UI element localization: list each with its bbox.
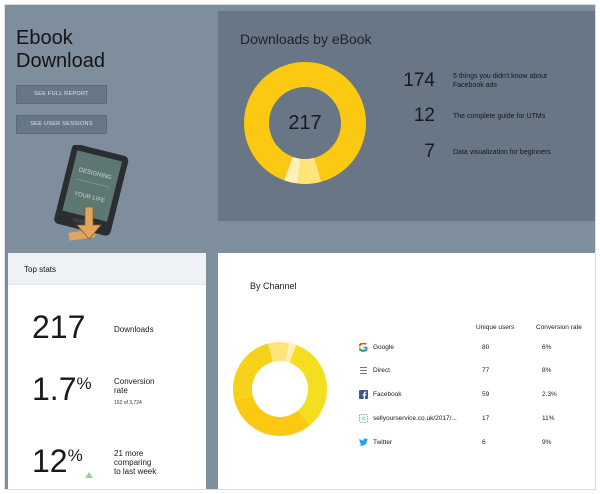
channel-rate: 11% [542, 414, 555, 422]
donut-slice [297, 157, 322, 184]
growth-label-line-2: comparing [114, 458, 152, 467]
conversion-sub: 152 of 3,724 [114, 400, 142, 406]
see-user-sessions-button[interactable]: SEE USER SESSIONS [16, 115, 107, 134]
title-line-1: Ebook [16, 27, 73, 49]
trend-up-icon [84, 472, 93, 478]
ebook-name: The complete guide for UTMs [453, 112, 546, 120]
ebook-row: 12 The complete guide for UTMs [393, 105, 593, 127]
conversion-label-line-2: rate [114, 386, 128, 395]
channel-users: 77 [482, 366, 490, 374]
ebook-name: 5 things you didn't know about Facebook … [453, 73, 547, 89]
channel-row: sellyourservice.co.uk/2017/... 17 11% [358, 410, 595, 426]
channel-users: 59 [482, 390, 490, 398]
ebook-reader-illustration: DESIGNING YOUR LIFE [31, 144, 151, 257]
conversion-unit: % [76, 374, 92, 393]
facebook-icon [358, 389, 368, 399]
channel-rate: 2.3% [542, 390, 557, 398]
top-stats-title: Top stats [8, 253, 206, 285]
ebook-row: 7 Data visualization for beginners [393, 141, 593, 163]
donut-slice [285, 342, 297, 363]
dashboard-frame: Ebook Download SEE FULL REPORT SEE USER … [4, 4, 596, 490]
growth-label-line-3: to last week [114, 467, 157, 476]
channel-rate: 8% [542, 366, 552, 374]
channel-name: Twitter [373, 438, 393, 446]
twitter-icon [358, 437, 368, 447]
channel-row: Twitter 6 9% [358, 434, 595, 450]
channel-name: Facebook [373, 390, 402, 398]
channel-name: Direct [373, 366, 390, 374]
by-channel-card: By Channel Unique users Conversion rate … [218, 253, 595, 489]
see-full-report-button[interactable]: SEE FULL REPORT [16, 85, 107, 104]
channel-users: 80 [482, 343, 490, 351]
channel-row: Facebook 59 2.3% [358, 386, 595, 402]
channel-users: 17 [482, 414, 490, 422]
conversion-label: Conversion rate 152 of 3,724 [114, 377, 154, 408]
channel-rate: 9% [542, 438, 552, 446]
growth-unit: % [67, 446, 83, 465]
ebook-row: 174 5 things you didn't know about Faceb… [393, 70, 593, 92]
growth-label: 21 more comparing to last week [114, 449, 156, 476]
col-conversion-rate: Conversion rate [536, 324, 582, 331]
downloads-label: Downloads [114, 325, 154, 334]
downloads-value: 217 [32, 309, 86, 345]
ebook-name: Data visualization for beginners [453, 148, 551, 156]
channel-rate: 6% [542, 343, 552, 351]
conversion-label-line-1: Conversion [114, 377, 155, 386]
by-channel-title: By Channel [250, 281, 297, 291]
growth-number: 12 [32, 443, 68, 479]
channel-row: Google 80 6% [358, 339, 595, 355]
channel-users: 6 [482, 438, 486, 446]
downloads-by-ebook-card: Downloads by eBook 217 174 5 things you … [218, 11, 595, 221]
growth-value: 12% [32, 443, 93, 480]
ebook-download-count: 12 [413, 105, 435, 126]
donut-slice [244, 61, 366, 182]
channel-donut-chart [233, 342, 327, 436]
direct-icon [358, 365, 368, 375]
google-icon [358, 342, 368, 352]
col-unique-users: Unique users [476, 324, 515, 331]
donut-slice [284, 156, 301, 184]
conversion-value: 1.7% [32, 371, 92, 408]
donut-slice [233, 343, 273, 400]
ebook-download-count: 7 [424, 141, 435, 162]
top-stats-card: Top stats 217 Downloads 1.7% Conversion … [8, 253, 206, 489]
downloads-total: 217 [288, 111, 322, 134]
growth-label-line-1: 21 more [114, 449, 144, 458]
title-line-2: Download [16, 50, 105, 72]
conversion-number: 1.7 [32, 371, 77, 407]
donut-slice [234, 395, 310, 436]
link-icon [358, 413, 368, 423]
channel-name: Google [373, 343, 394, 351]
downloads-donut-chart [244, 61, 366, 184]
ebook-download-count: 174 [403, 70, 435, 91]
download-arrow-icon [68, 206, 102, 241]
channel-row: Direct 77 8% [358, 362, 595, 378]
page-title: Ebook Download [16, 27, 136, 73]
donut-slice [289, 344, 327, 426]
channel-name: sellyourservice.co.uk/2017/... [373, 414, 457, 422]
donut-slice [268, 342, 289, 362]
downloads-card-title: Downloads by eBook [240, 31, 372, 47]
